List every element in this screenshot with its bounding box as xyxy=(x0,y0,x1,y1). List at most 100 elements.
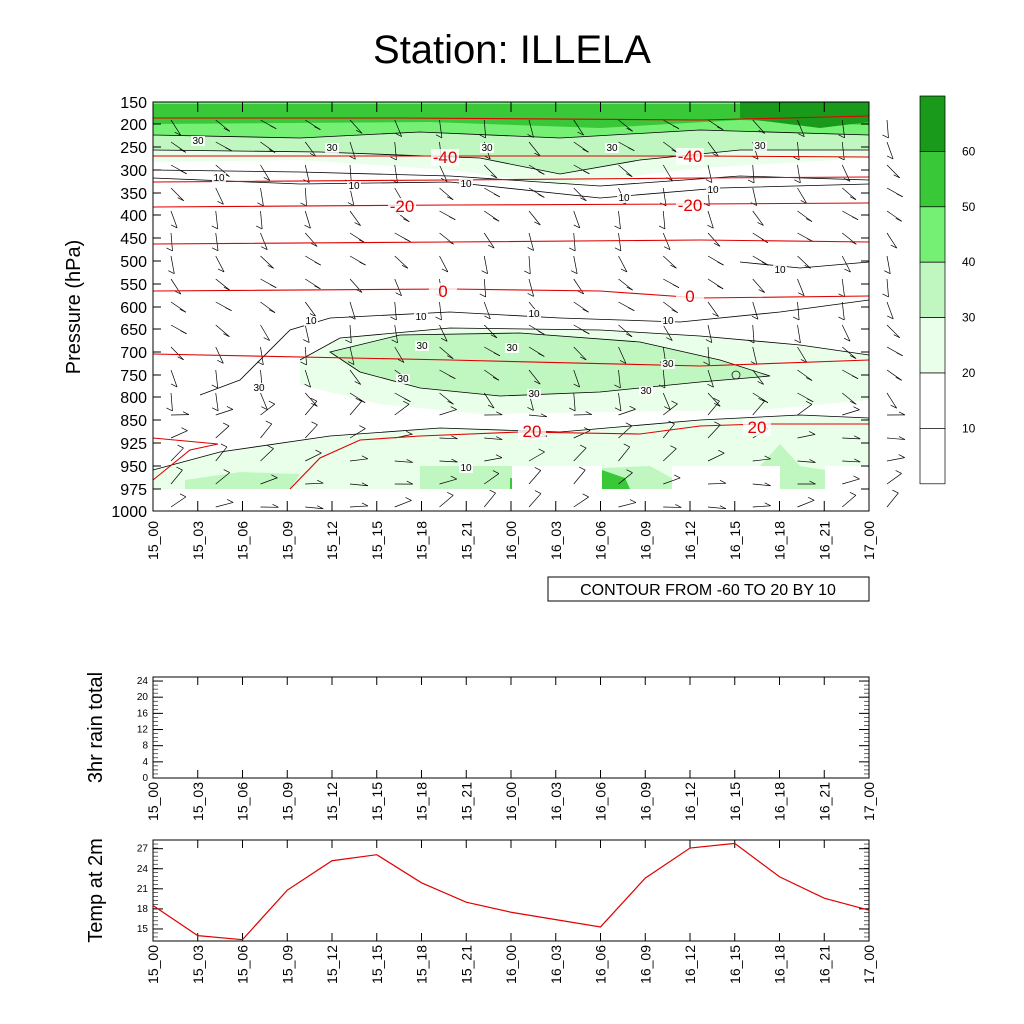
wind-barb xyxy=(215,119,230,132)
x-tick-label: 15_06 xyxy=(235,782,251,821)
label-bg xyxy=(505,343,519,353)
wind-barb xyxy=(842,495,857,508)
wind-barb xyxy=(528,414,547,418)
wind-barb-feather xyxy=(349,155,356,160)
wind-barb xyxy=(483,255,488,274)
x-tick-label: 15_00 xyxy=(145,521,161,560)
wind-barb xyxy=(662,369,666,388)
wind-barb xyxy=(349,324,352,343)
y-tick-label: 800 xyxy=(120,390,147,407)
wind-barb xyxy=(394,403,410,416)
wind-barb-feather xyxy=(892,489,899,494)
wind-barb xyxy=(663,448,677,462)
wind-barb xyxy=(483,392,495,409)
wind-barb-feather xyxy=(449,375,456,379)
x-tick-label: 15_03 xyxy=(190,945,206,984)
speed-contour-label: 10 xyxy=(305,316,317,327)
wind-barb-feather xyxy=(898,411,906,416)
wind-barb xyxy=(394,141,397,160)
wind-barb-feather xyxy=(171,224,178,229)
wind-barb-feather xyxy=(626,173,633,178)
wind-barb-feather xyxy=(217,268,225,273)
wind-barb-feather xyxy=(404,238,411,243)
wind-barb xyxy=(618,278,633,291)
wind-barb xyxy=(886,457,905,462)
colorbar-label: 60 xyxy=(962,144,976,158)
speed-contour-label: 10 xyxy=(460,179,472,190)
wind-barb-feather xyxy=(490,174,497,179)
wind-barb-feather xyxy=(177,444,184,449)
label-bg xyxy=(753,141,767,151)
y-tick-label: 925 xyxy=(120,436,147,453)
wind-barb-feather xyxy=(714,421,721,426)
wind-barb-feather xyxy=(315,449,322,454)
wind-barb xyxy=(663,403,678,416)
label-bg xyxy=(639,386,653,396)
wind-barb xyxy=(841,164,851,182)
wind-barb xyxy=(752,505,771,508)
wind-barb xyxy=(662,210,666,229)
wind-barb-feather xyxy=(479,293,486,298)
wind-barb-feather xyxy=(311,421,318,426)
temperature-contour-label: 0 xyxy=(685,287,694,306)
wind-barb-feather xyxy=(166,247,173,252)
wind-barb-feather xyxy=(764,455,771,460)
y-tick-label: 975 xyxy=(120,482,147,499)
x-tick-label: 17_00 xyxy=(861,521,877,560)
x-tick-label: 15_15 xyxy=(369,945,385,984)
x-tick-label: 15_12 xyxy=(324,782,340,821)
speed-contour-label: 30 xyxy=(640,386,652,397)
wind-barb-feather xyxy=(447,355,454,359)
speed-contour-label: 10 xyxy=(528,309,540,320)
wind-barb xyxy=(618,346,627,364)
speed-contour-label: 30 xyxy=(754,141,766,152)
wind-barb xyxy=(439,409,457,416)
wind-barb-feather xyxy=(671,400,678,405)
main-y-axis-label: Pressure (hPa) xyxy=(63,240,85,375)
wind-barb xyxy=(797,499,815,508)
wind-barb-feather xyxy=(718,449,725,454)
label-bg xyxy=(212,173,226,183)
wind-barb xyxy=(618,446,630,462)
wind-barb xyxy=(349,458,368,462)
label-bg xyxy=(325,143,339,153)
surface-gap xyxy=(672,466,780,511)
wind-barb-feather xyxy=(808,431,816,435)
wind-barb xyxy=(841,324,851,342)
wind-barb xyxy=(170,430,188,439)
wind-barb-feather xyxy=(798,292,805,297)
y-tick-label: 400 xyxy=(120,208,147,225)
wind-barb xyxy=(797,346,808,363)
wind-barb-feather xyxy=(314,126,321,131)
wind-barb xyxy=(170,301,187,313)
wind-barb xyxy=(170,469,183,485)
wind-barb-feather xyxy=(670,264,677,269)
wind-barb-feather xyxy=(538,331,545,335)
temperature-contour-label: 0 xyxy=(438,282,447,301)
x-tick-label: 15_21 xyxy=(458,521,474,560)
wind-barb-feather xyxy=(180,330,187,335)
temperature-contour-line xyxy=(152,176,870,183)
wind-barb xyxy=(573,430,591,439)
wind-barb-feather xyxy=(225,147,232,151)
speed-contour-label: 30 xyxy=(397,374,409,385)
wind-barb-feather xyxy=(272,504,279,508)
wind-barb-feather xyxy=(882,134,889,139)
speed-fill-region xyxy=(153,130,869,174)
wind-barb-feather xyxy=(168,270,175,275)
wind-barb xyxy=(618,164,633,177)
wind-barb xyxy=(170,346,184,361)
wind-barb-feather xyxy=(270,125,277,130)
wind-barb-feather xyxy=(854,435,861,440)
wind-barb-feather xyxy=(226,406,234,410)
wind-barb-feather xyxy=(853,475,860,480)
wind-barb xyxy=(260,210,263,229)
label-bg xyxy=(661,316,675,326)
wind-barb-feather xyxy=(268,309,276,313)
wind-barb-feather xyxy=(893,174,900,179)
y-tick-label: 20 xyxy=(137,692,149,703)
temperature-contours xyxy=(152,115,870,490)
y-tick-label: 300 xyxy=(120,163,147,180)
wind-barb-feather xyxy=(359,425,366,429)
x-tick-label: 16_18 xyxy=(772,782,788,821)
